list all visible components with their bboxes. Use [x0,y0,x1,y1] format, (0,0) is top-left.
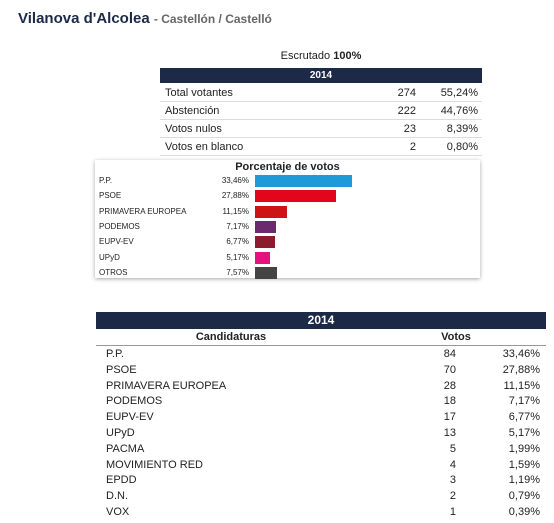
scrutiny-value: 100% [333,50,362,62]
bar-label: OTROS [99,267,128,277]
bar [255,175,353,187]
result-pct: 7,17% [508,395,540,408]
bar [255,236,275,249]
bar-label: UPyD [99,252,120,262]
summary-table: 2014 Total votantes 274 55,24% Abstención 22… [160,68,482,158]
result-name: UPyD [106,427,135,439]
result-name: PODEMOS [106,395,163,408]
summary-row [160,120,482,138]
result-pct: 0,39% [508,506,540,518]
row-label: Total votantes [165,87,233,99]
result-pct: 1,99% [508,442,540,455]
result-votes: 18 [443,395,456,408]
bar [255,251,270,264]
row-count: 23 [403,123,416,135]
row-label: Votos en blanco [165,141,244,153]
scrutiny: Escrutado 100% [160,50,482,62]
row-label: Votos nulos [165,123,222,135]
result-votes: 13 [443,427,456,439]
row-count: 222 [397,105,416,117]
result-votes: 70 [443,363,456,376]
result-pct: 1,59% [508,458,540,471]
result-votes: 2 [449,490,456,503]
bar-label: P.P. [99,176,113,185]
result-votes: 5 [449,442,456,455]
bar-value-label: 27,88% [221,191,249,201]
result-pct: 27,88% [502,363,540,376]
result-pct: 33,46% [502,348,540,360]
result-name: EPDD [106,474,137,487]
bar-label: PRIMAVERA EUROPEA [99,206,187,216]
summary-row [160,102,482,120]
result-name: PACMA [106,442,145,455]
result-votes: 3 [449,474,456,487]
summary-year: 2014 [160,68,482,83]
result-name: PRIMAVERA EUROPEA [106,379,227,392]
bar-value-label: 7,17% [226,221,249,231]
bar [255,205,288,218]
result-name: EUPV-EV [106,411,154,424]
result-pct: 0,79% [508,490,540,503]
bar-value-label: 11,15% [222,206,249,216]
summary-row [160,138,482,156]
bar-label: PSOE [99,191,122,201]
bar-value-label: 6,77% [226,237,249,247]
bar [255,220,276,233]
bar-value-label: 5,17% [226,252,249,262]
row-label: Abstención [165,105,220,117]
bar-value-label: 7,57% [226,267,249,277]
result-votes: 17 [443,411,456,424]
result-name: P.P. [106,348,124,360]
result-votes: 84 [443,348,456,360]
row-count: 274 [397,87,416,99]
row-pct: 44,76% [440,105,478,117]
col-head: Votos [441,331,471,343]
row-pct: 0,80% [446,141,478,153]
summary-row [160,84,482,102]
chart-title: Porcentaje de votos [235,161,340,173]
row-count: 2 [409,141,416,153]
bar-value-label: 33,46% [221,176,249,185]
result-pct: 1,19% [508,474,540,487]
result-name: D.N. [106,490,128,503]
row-pct: 55,24% [440,87,478,99]
bar-label: EUPV-EV [99,237,134,247]
col-head: Candidaturas [195,331,267,343]
result-name: VOX [106,506,130,518]
town-title: Vilanova d'Alcolea [18,10,150,27]
results-head [96,330,546,346]
result-votes: 1 [449,506,456,518]
results-year: 2014 [96,312,546,329]
bar [255,266,277,279]
result-votes: 4 [449,458,456,471]
result-pct: 5,17% [508,427,540,439]
vote-chart: Porcentaje de votos P.P. 33,46% PSOE 27,88%… [95,160,480,279]
result-name: PSOE [106,363,137,376]
results-table: 2014 Candidaturas Votos P.P. 84 33,46% PSOE… [96,312,546,522]
row-pct: 8,39% [446,123,478,135]
result-pct: 11,15% [503,379,541,392]
result-votes: 28 [443,379,456,392]
bar-label: PODEMOS [99,221,140,231]
province-subtitle: - Castellón / Castelló [153,12,272,26]
scrutiny-label: Escrutado [280,50,331,62]
title-wrap: Vilanova d'Alcolea - Castellón / Castell… [18,10,272,27]
bar [255,190,336,203]
result-pct: 6,77% [508,411,540,424]
result-name: MOVIMIENTO RED [106,458,203,471]
